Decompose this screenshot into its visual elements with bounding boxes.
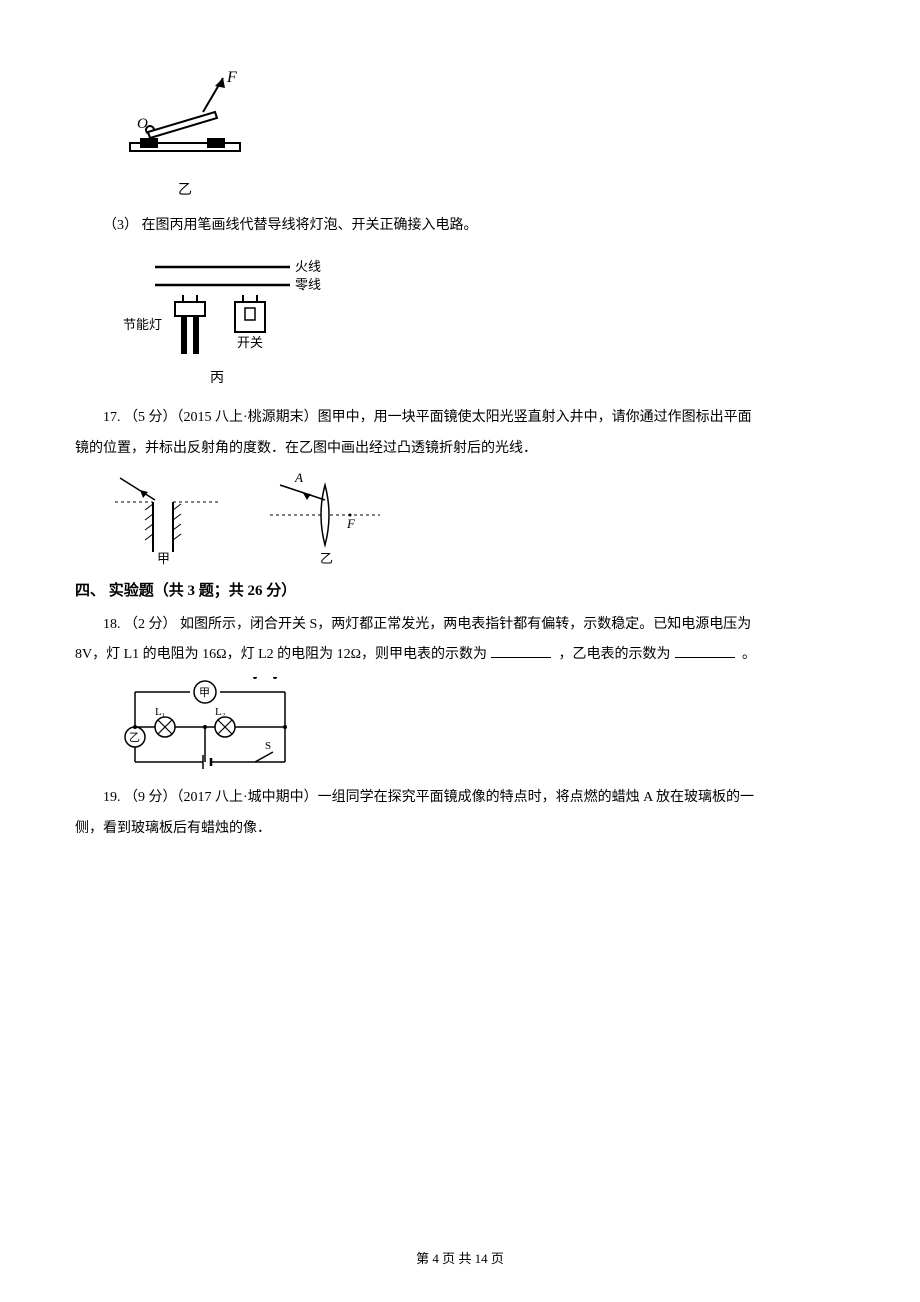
live-wire-label: 火线 bbox=[295, 259, 321, 274]
label-A: A bbox=[294, 470, 303, 485]
mirror-well-diagram: 甲 bbox=[115, 470, 225, 565]
label-yi-lens: 乙 bbox=[320, 551, 333, 565]
meter-yi: 乙 bbox=[129, 731, 140, 744]
q17-line2: 镜的位置，并标出反射角的度数．在乙图中画出经过凸透镜折射后的光线． bbox=[75, 436, 845, 463]
q18-line1: 18. （2 分） 如图所示，闭合开关 S，两灯都正常发光，两电表指针都有偏转，… bbox=[75, 612, 845, 639]
section-4-header: 四、 实验题（共 3 题；共 26 分） bbox=[75, 577, 845, 606]
page-footer: 第 4 页 共 14 页 bbox=[0, 1247, 920, 1272]
label-L2: L₂ bbox=[215, 706, 226, 718]
q19-line1: 19. （9 分）（2017 八上·城中期中）一组同学在探究平面镜成像的特点时，… bbox=[75, 785, 845, 812]
meter-jia: 甲 bbox=[199, 687, 210, 699]
neutral-wire-label: 零线 bbox=[295, 277, 321, 292]
figure-lever-yi: O F 乙 bbox=[115, 68, 845, 205]
q18-text-c: 。 bbox=[739, 647, 757, 662]
parallel-circuit: 甲 L₁ L₂ 乙 S bbox=[115, 677, 305, 777]
q19-line2: 侧，看到玻璃板后有蜡烛的像． bbox=[75, 816, 845, 843]
lever-diagram: O F bbox=[115, 68, 255, 178]
switch-label: 开关 bbox=[237, 335, 263, 350]
label-O: O bbox=[137, 116, 148, 132]
blank-2 bbox=[675, 644, 735, 658]
q18-text-a: 8V，灯 L1 的电阻为 16Ω，灯 L2 的电阻为 12Ω，则甲电表的示数为 bbox=[75, 647, 487, 662]
q16-3-text: （3） 在图丙用笔画线代替导线将灯泡、开关正确接入电路。 bbox=[75, 213, 845, 240]
household-circuit: 火线 零线 节能灯 开关 丙 bbox=[115, 247, 335, 397]
q17-figures: 甲 A F 乙 bbox=[115, 470, 845, 565]
label-F: F bbox=[226, 69, 237, 86]
lens-diagram: A F 乙 bbox=[265, 470, 385, 565]
label-S: S bbox=[265, 740, 271, 752]
q18-text-b: ，乙电表的示数为 bbox=[555, 647, 671, 662]
q18-line2: 8V，灯 L1 的电阻为 16Ω，灯 L2 的电阻为 12Ω，则甲电表的示数为 … bbox=[75, 642, 845, 669]
lamp-label: 节能灯 bbox=[123, 317, 162, 332]
label-F-lens: F bbox=[346, 516, 356, 531]
label-jia: 甲 bbox=[157, 551, 170, 565]
figure-label-bing: 丙 bbox=[210, 371, 224, 386]
figure-label-yi: 乙 bbox=[115, 178, 255, 205]
q18-circuit-figure: 甲 L₁ L₂ 乙 S bbox=[115, 677, 845, 777]
q17-line1: 17. （5 分）（2015 八上·桃源期末）图甲中，用一块平面镜使太阳光竖直射… bbox=[75, 405, 845, 432]
label-L1: L₁ bbox=[155, 706, 166, 718]
figure-circuit-bing: 火线 零线 节能灯 开关 丙 bbox=[115, 247, 845, 397]
blank-1 bbox=[491, 644, 551, 658]
